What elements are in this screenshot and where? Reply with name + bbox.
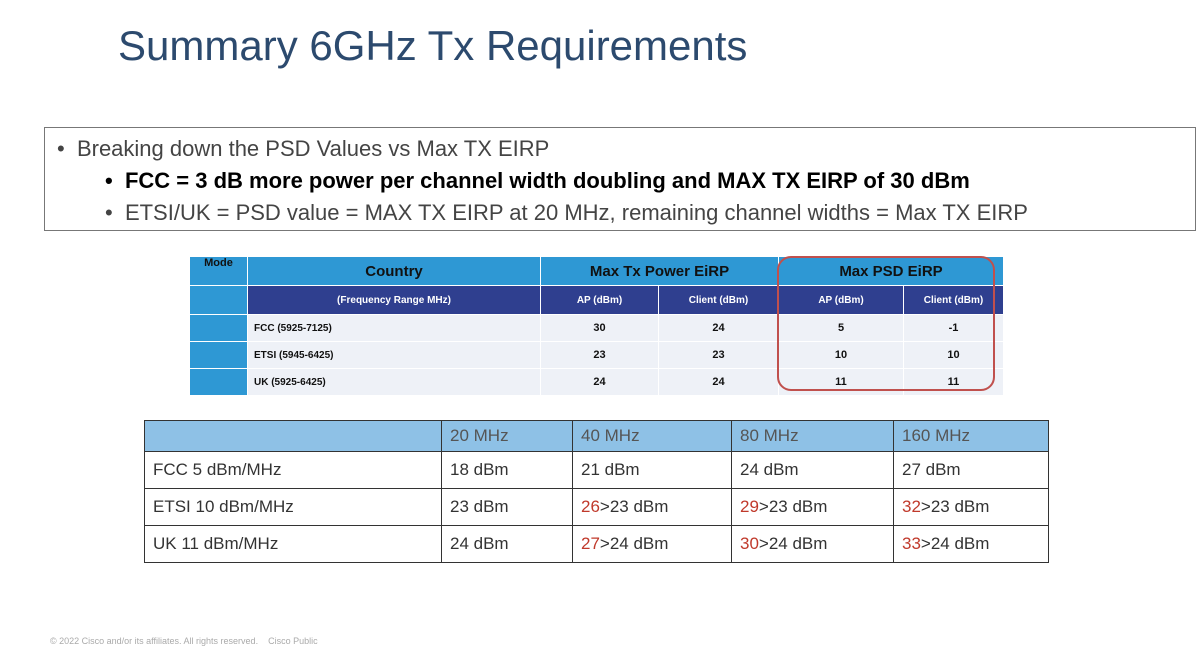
header-cell: Max Tx Power EiRP <box>540 256 779 286</box>
capped-value: >24 dBm <box>599 534 669 553</box>
cell: 29>23 dBm <box>731 488 894 526</box>
cell: 27 dBm <box>893 451 1049 489</box>
exceeded-value: 29 <box>740 497 759 516</box>
cell: ETSI (5945-6425) <box>247 341 541 369</box>
cell: 10 <box>778 341 904 369</box>
cell: 26>23 dBm <box>572 488 732 526</box>
bullet-box: • Breaking down the PSD Values vs Max TX… <box>44 127 1196 231</box>
cell: 18 dBm <box>441 451 573 489</box>
classification: Cisco Public <box>268 636 318 646</box>
cell: UK (5925-6425) <box>247 368 541 396</box>
exceeded-value: 33 <box>902 534 921 553</box>
capped-value: >24 dBm <box>920 534 990 553</box>
header-cell: 80 MHz <box>731 420 894 452</box>
subheader-cell: AP (dBm) <box>540 285 659 315</box>
subheader-cell: Client (dBm) <box>658 285 779 315</box>
exceeded-value: 30 <box>740 534 759 553</box>
copyright: © 2022 Cisco and/or its affiliates. All … <box>50 636 259 646</box>
data-row: ETSI (5945-6425) 23 23 10 10 <box>189 341 1004 369</box>
footer: © 2022 Cisco and/or its affiliates. All … <box>50 636 318 646</box>
subheader-cell: Client (dBm) <box>903 285 1004 315</box>
cell: 24 dBm <box>441 525 573 563</box>
cell: 24 <box>658 368 779 396</box>
cell: 27>24 dBm <box>572 525 732 563</box>
header-cell <box>144 420 442 452</box>
subheader-row: (Frequency Range MHz) AP (dBm) Client (dBm… <box>189 285 1004 315</box>
cell: 30 <box>540 314 659 342</box>
limits-table: Mode Country Max Tx Power EiRP Max PSD EiRP… <box>189 256 1004 396</box>
cell: 33>24 dBm <box>893 525 1049 563</box>
cell: 30>24 dBm <box>731 525 894 563</box>
cell: 5 <box>778 314 904 342</box>
cell: 24 <box>540 368 659 396</box>
bullet-text: FCC = 3 dB more power per channel width … <box>124 168 970 193</box>
slide-title: Summary 6GHz Tx Requirements <box>118 22 748 69</box>
exceeded-value: 32 <box>902 497 921 516</box>
cell: 21 dBm <box>572 451 732 489</box>
data-row: UK (5925-6425) 24 24 11 11 <box>189 368 1004 396</box>
cell: 23 dBm <box>441 488 573 526</box>
mode-cell <box>189 368 248 396</box>
capped-value: >23 dBm <box>920 497 990 516</box>
cell: FCC (5925-7125) <box>247 314 541 342</box>
header-row: 20 MHz 40 MHz 80 MHz 160 MHz <box>144 420 1049 452</box>
exceeded-value: 26 <box>581 497 600 516</box>
header-row: Mode Country Max Tx Power EiRP Max PSD EiRP <box>189 256 1004 286</box>
bullet: • ETSI/UK = PSD value = MAX TX EIRP at 2… <box>105 200 1028 225</box>
highlight-ring <box>777 256 995 391</box>
cell: 24 dBm <box>731 451 894 489</box>
header-cell: Country <box>247 256 541 286</box>
bullet: • Breaking down the PSD Values vs Max TX… <box>57 136 550 161</box>
data-row: UK 11 dBm/MHz 24 dBm 27>24 dBm 30>24 dBm 33>… <box>144 525 1049 563</box>
cell: 24 <box>658 314 779 342</box>
mode-cell <box>189 341 248 369</box>
cell: FCC 5 dBm/MHz <box>144 451 442 489</box>
cell: ETSI 10 dBm/MHz <box>144 488 442 526</box>
data-row: FCC 5 dBm/MHz 18 dBm 21 dBm 24 dBm 27 dBm <box>144 451 1049 489</box>
mode-cell <box>189 314 248 342</box>
cell: 10 <box>903 341 1004 369</box>
cell: 11 <box>778 368 904 396</box>
cell: UK 11 dBm/MHz <box>144 525 442 563</box>
bullet-text: ETSI/UK = PSD value = MAX TX EIRP at 20 … <box>124 200 1028 225</box>
header-cell: 40 MHz <box>572 420 732 452</box>
subheader-cell: (Frequency Range MHz) <box>247 285 541 315</box>
data-row: ETSI 10 dBm/MHz 23 dBm 26>23 dBm 29>23 dBm 3… <box>144 488 1049 526</box>
eirp-table: 20 MHz 40 MHz 80 MHz 160 MHz FCC 5 dBm/MHz 18… <box>144 420 1049 563</box>
capped-value: >23 dBm <box>758 497 828 516</box>
cell: 23 <box>540 341 659 369</box>
cell: 23 <box>658 341 779 369</box>
bullet: • FCC = 3 dB more power per channel widt… <box>105 168 970 193</box>
mode-cell <box>189 285 248 315</box>
cell: 32>23 dBm <box>893 488 1049 526</box>
header-cell: 20 MHz <box>441 420 573 452</box>
bullet-text: Breaking down the PSD Values vs Max TX E… <box>76 136 550 161</box>
cell: -1 <box>903 314 1004 342</box>
header-cell: Mode <box>189 256 248 286</box>
header-cell: 160 MHz <box>893 420 1049 452</box>
capped-value: >24 dBm <box>758 534 828 553</box>
exceeded-value: 27 <box>581 534 600 553</box>
data-row: FCC (5925-7125) 30 24 5 -1 <box>189 314 1004 342</box>
capped-value: >23 dBm <box>599 497 669 516</box>
